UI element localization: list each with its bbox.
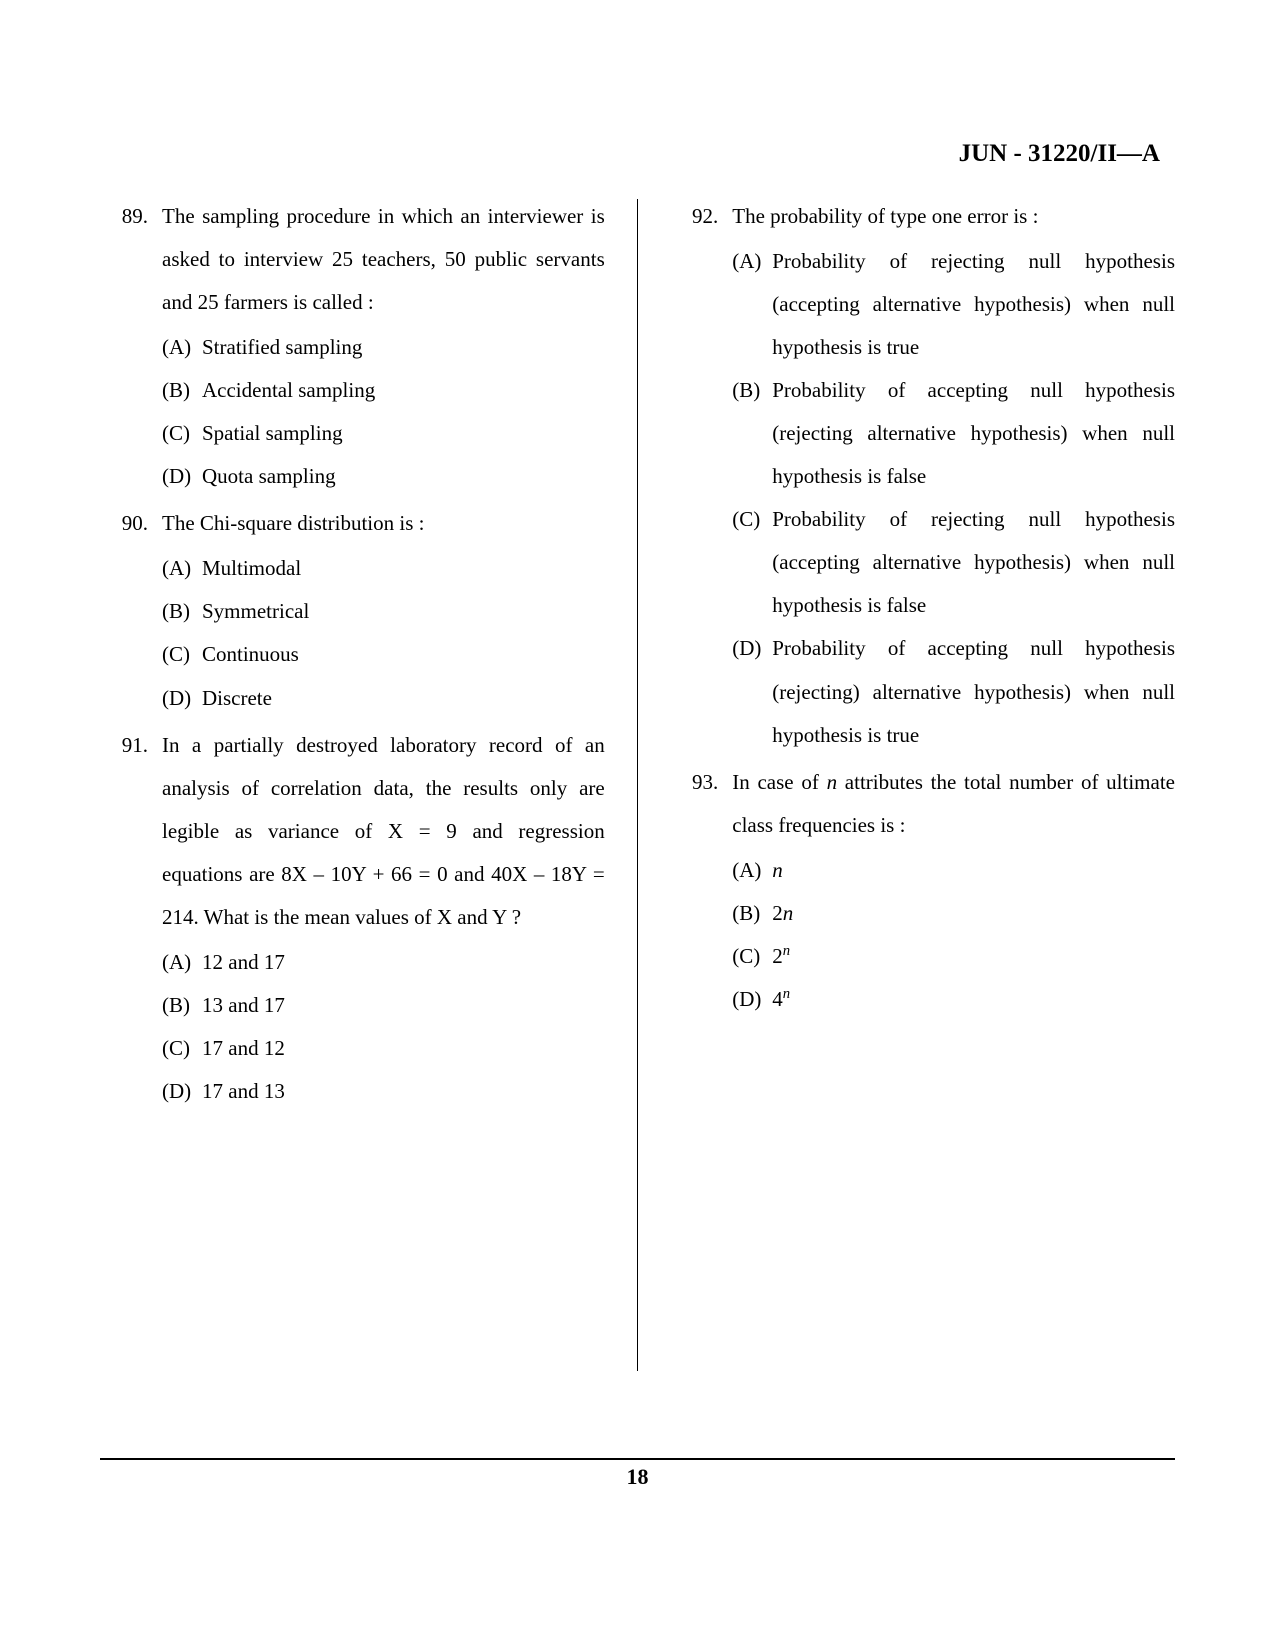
option-label: (D) — [162, 677, 202, 720]
option-text: 17 and 13 — [202, 1070, 605, 1113]
question-93: 93. In case of n attributes the total nu… — [670, 761, 1175, 1021]
option-label: (B) — [162, 984, 202, 1027]
option-d: (D)Discrete — [162, 677, 605, 720]
option-label: (C) — [162, 1027, 202, 1070]
question-number: 91. — [100, 724, 162, 1113]
option-a: (A)Stratified sampling — [162, 326, 605, 369]
question-body: In a partially destroyed laboratory reco… — [162, 724, 605, 1113]
question-number: 90. — [100, 502, 162, 719]
option-a: (A)12 and 17 — [162, 941, 605, 984]
option-label: (A) — [732, 849, 772, 892]
exam-page: JUN - 31220/II—A 89. The sampling proced… — [0, 0, 1275, 1650]
option-label: (D) — [732, 627, 772, 756]
question-number: 93. — [670, 761, 732, 1021]
option-label: (B) — [162, 369, 202, 412]
option-label: (A) — [732, 240, 772, 369]
option-label: (C) — [162, 412, 202, 455]
option-a: (A)Probability of rejecting null hypothe… — [732, 240, 1175, 369]
question-90: 90. The Chi-square distribution is : (A)… — [100, 502, 605, 719]
option-b: (B)13 and 17 — [162, 984, 605, 1027]
question-number: 92. — [670, 195, 732, 757]
option-text: Stratified sampling — [202, 326, 605, 369]
option-text: 13 and 17 — [202, 984, 605, 1027]
question-body: The sampling procedure in which an inter… — [162, 195, 605, 498]
options-list: (A)12 and 17 (B)13 and 17 (C)17 and 12 (… — [162, 941, 605, 1113]
question-text: In a partially destroyed laboratory reco… — [162, 733, 605, 929]
option-text: 17 and 12 — [202, 1027, 605, 1070]
question-body: The Chi-square distribution is : (A)Mult… — [162, 502, 605, 719]
option-text: 2n — [772, 935, 1175, 978]
option-d: (D)17 and 13 — [162, 1070, 605, 1113]
option-b: (B)Probability of accepting null hypothe… — [732, 369, 1175, 498]
question-body: In case of n attributes the total number… — [732, 761, 1175, 1021]
question-body: The probability of type one error is : (… — [732, 195, 1175, 757]
option-label: (D) — [162, 1070, 202, 1113]
options-list: (A)Probability of rejecting null hypothe… — [732, 240, 1175, 757]
option-label: (D) — [732, 978, 772, 1021]
option-label: (B) — [162, 590, 202, 633]
option-a: (A)Multimodal — [162, 547, 605, 590]
question-89: 89. The sampling procedure in which an i… — [100, 195, 605, 498]
options-list: (A)Multimodal (B)Symmetrical (C)Continuo… — [162, 547, 605, 719]
option-d: (D)Quota sampling — [162, 455, 605, 498]
left-column: 89. The sampling procedure in which an i… — [100, 195, 637, 1445]
option-d: (D)Probability of accepting null hypothe… — [732, 627, 1175, 756]
option-text: Symmetrical — [202, 590, 605, 633]
question-92: 92. The probability of type one error is… — [670, 195, 1175, 757]
option-label: (A) — [162, 547, 202, 590]
right-column: 92. The probability of type one error is… — [638, 195, 1175, 1445]
option-label: (D) — [162, 455, 202, 498]
option-label: (C) — [732, 498, 772, 627]
option-b: (B)2n — [732, 892, 1175, 935]
option-d: (D)4n — [732, 978, 1175, 1021]
option-label: (B) — [732, 369, 772, 498]
option-label: (C) — [732, 935, 772, 978]
option-label: (A) — [162, 326, 202, 369]
option-c: (C)17 and 12 — [162, 1027, 605, 1070]
option-text: Continuous — [202, 633, 605, 676]
options-list: (A)Stratified sampling (B)Accidental sam… — [162, 326, 605, 498]
question-text: The Chi-square distribution is : — [162, 511, 424, 535]
page-header-code: JUN - 31220/II—A — [959, 140, 1160, 168]
option-a: (A)n — [732, 849, 1175, 892]
option-text: Probability of accepting null hypothesis… — [772, 369, 1175, 498]
option-text: 4n — [772, 978, 1175, 1021]
question-91: 91. In a partially destroyed laboratory … — [100, 724, 605, 1113]
option-text: Quota sampling — [202, 455, 605, 498]
option-text: Probability of accepting null hypothesis… — [772, 627, 1175, 756]
option-b: (B)Accidental sampling — [162, 369, 605, 412]
option-text: Discrete — [202, 677, 605, 720]
option-text: 12 and 17 — [202, 941, 605, 984]
option-c: (C)2n — [732, 935, 1175, 978]
footer-rule — [100, 1458, 1175, 1460]
option-label: (A) — [162, 941, 202, 984]
option-c: (C)Probability of rejecting null hypothe… — [732, 498, 1175, 627]
option-text: 2n — [772, 892, 1175, 935]
option-text: Probability of rejecting null hypothesis… — [772, 240, 1175, 369]
option-c: (C)Continuous — [162, 633, 605, 676]
option-label: (C) — [162, 633, 202, 676]
option-b: (B)Symmetrical — [162, 590, 605, 633]
question-text: The probability of type one error is : — [732, 204, 1038, 228]
option-label: (B) — [732, 892, 772, 935]
question-text: The sampling procedure in which an inter… — [162, 204, 605, 314]
option-text: Multimodal — [202, 547, 605, 590]
option-c: (C)Spatial sampling — [162, 412, 605, 455]
option-text: n — [772, 849, 1175, 892]
question-number: 89. — [100, 195, 162, 498]
page-number: 18 — [0, 1464, 1275, 1490]
question-text: In case of n attributes the total number… — [732, 770, 1175, 837]
options-list: (A)n (B)2n (C)2n (D)4n — [732, 849, 1175, 1021]
option-text: Accidental sampling — [202, 369, 605, 412]
content-columns: 89. The sampling procedure in which an i… — [100, 195, 1175, 1445]
option-text: Probability of rejecting null hypothesis… — [772, 498, 1175, 627]
option-text: Spatial sampling — [202, 412, 605, 455]
